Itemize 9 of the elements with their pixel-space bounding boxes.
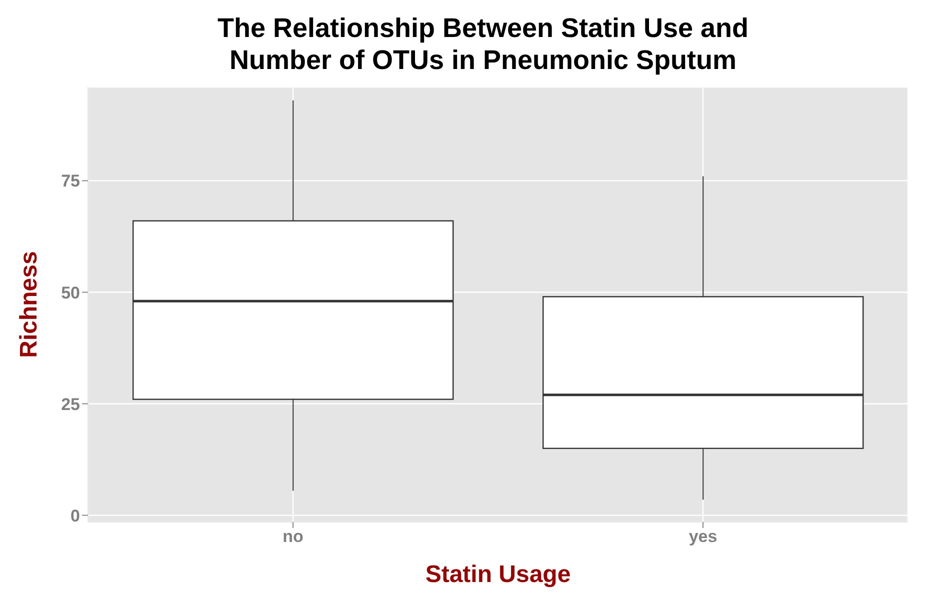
y-tick-label: 0 xyxy=(70,506,80,526)
y-tick-label: 75 xyxy=(61,172,80,191)
chart-title: The Relationship Between Statin Use and Number of OTUs in Pneumonic Sputum xyxy=(216,12,750,77)
x-tick-label: no xyxy=(282,527,304,546)
x-axis-title: Statin Usage xyxy=(425,561,571,588)
y-axis-title: Richness xyxy=(16,251,43,358)
y-tick-label: 25 xyxy=(61,394,80,414)
y-tick-label: 50 xyxy=(61,283,80,302)
x-tick-label: yes xyxy=(688,527,718,546)
